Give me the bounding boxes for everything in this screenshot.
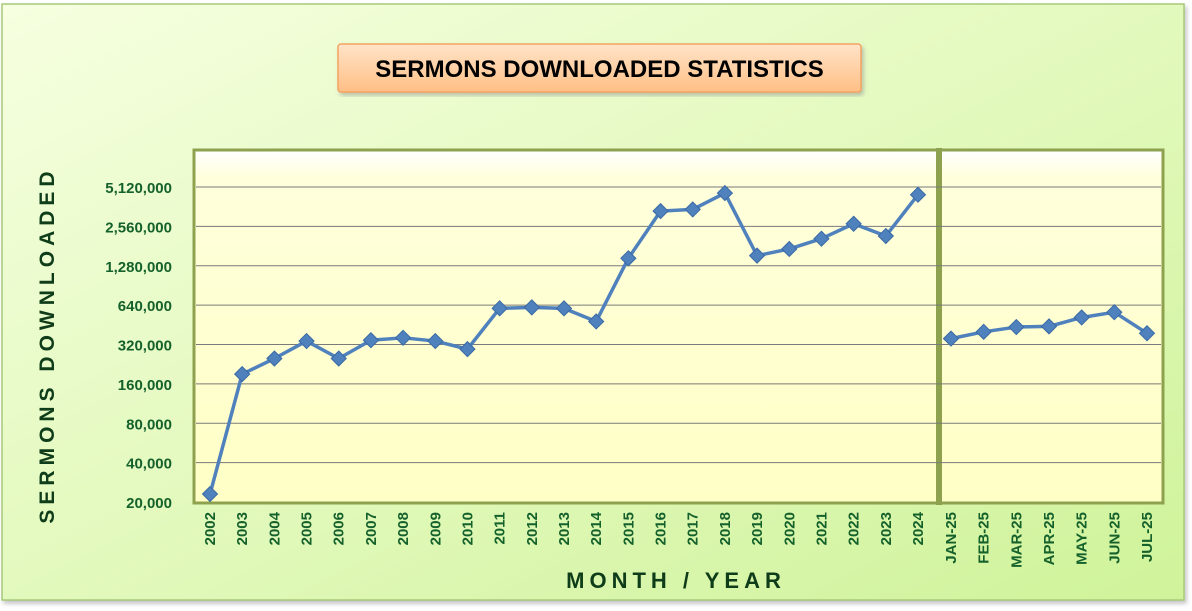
y-tick-label: 20,000	[126, 495, 172, 512]
data-point	[652, 202, 669, 220]
y-tick-label: 1,280,000	[105, 259, 172, 276]
x-tick-label: APR-25	[1041, 512, 1058, 565]
data-point	[394, 329, 412, 347]
title-box: SERMONS DOWNLOADED STATISTICS	[337, 43, 862, 93]
y-tick-label: 80,000	[126, 416, 172, 433]
series	[201, 184, 1156, 503]
y-tick-label: 160,000	[118, 377, 172, 394]
x-tick-label: JUN-25	[1106, 512, 1123, 564]
x-tick-label: 2009	[427, 512, 444, 545]
data-point	[555, 300, 573, 317]
x-tick-label: 2013	[556, 512, 573, 545]
x-tick-label: MAY-25	[1074, 512, 1091, 565]
data-point	[233, 365, 251, 383]
x-tick-label: 2003	[234, 512, 251, 545]
data-point	[748, 247, 766, 264]
x-tick-label: 2002	[202, 512, 219, 545]
data-point	[266, 350, 283, 367]
data-point	[587, 313, 605, 330]
data-point	[1073, 309, 1090, 326]
x-tick-label: JUL-25	[1139, 512, 1156, 562]
data-point	[427, 332, 444, 350]
x-tick-label: MAR-25	[1008, 512, 1025, 568]
x-tick-label: 2012	[524, 512, 541, 545]
x-tick-label: 2008	[395, 512, 412, 545]
y-tick-labels: 20,000 40,000 80,000 160,000 320,000 640,000 1…	[105, 180, 172, 512]
x-tick-label: JAN-25	[943, 512, 960, 564]
data-point	[1138, 325, 1156, 342]
x-tick-label: 2023	[878, 512, 895, 545]
x-tick-label: 2018	[717, 512, 734, 545]
x-tick-labels: 2002 2003 2004 2005 2006 2007 2008 2009 2010 2011…	[202, 511, 1156, 567]
chart-title: SERMONS DOWNLOADED STATISTICS	[375, 56, 823, 83]
x-tick-label: 2014	[588, 511, 605, 545]
plot-area-yearly	[192, 148, 941, 505]
y-tick-label: 40,000	[126, 456, 172, 473]
x-tick-label: 2024	[910, 511, 927, 545]
x-tick-label: 2015	[620, 512, 637, 545]
data-point	[877, 227, 895, 245]
x-tick-label: 2019	[749, 512, 766, 545]
x-tick-label: 2016	[653, 512, 670, 545]
data-point	[684, 201, 701, 218]
x-tick-label: 2004	[266, 511, 283, 545]
x-axis-label: MONTH / YEAR	[566, 568, 786, 593]
x-tick-label: 2017	[685, 512, 702, 545]
data-point	[845, 215, 862, 232]
y-tick-label: 2,560,000	[105, 219, 172, 236]
data-point	[1040, 318, 1058, 335]
x-tick-label: 2021	[813, 512, 830, 545]
x-tick-label: 2006	[331, 512, 348, 545]
data-point	[330, 350, 347, 367]
gridlines	[196, 186, 1161, 464]
x-tick-label: FEB-25	[976, 512, 993, 564]
data-point	[1008, 318, 1025, 336]
data-point	[716, 184, 734, 202]
data-point	[1106, 303, 1123, 321]
data-point	[298, 332, 315, 350]
x-tick-label: 2022	[846, 512, 863, 545]
data-point	[813, 230, 830, 247]
data-point	[459, 340, 476, 358]
data-point	[362, 332, 380, 349]
y-tick-label: 320,000	[118, 338, 172, 355]
data-point	[491, 300, 508, 317]
y-tick-label: 640,000	[118, 298, 172, 315]
data-point	[975, 323, 992, 341]
data-point	[620, 250, 637, 267]
x-tick-label: 2011	[492, 512, 509, 545]
x-tick-label: 2007	[363, 512, 380, 545]
y-axis-label: SERMONS DOWNLOADED	[36, 166, 59, 523]
data-point	[523, 299, 541, 316]
x-tick-label: 2020	[781, 512, 798, 545]
data-point	[781, 240, 798, 258]
y-tick-label: 5,120,000	[105, 180, 172, 197]
data-point	[942, 330, 960, 347]
data-point	[909, 186, 927, 203]
x-tick-label: 2010	[459, 512, 476, 545]
x-tick-label: 2005	[299, 512, 316, 545]
data-point	[201, 485, 219, 503]
